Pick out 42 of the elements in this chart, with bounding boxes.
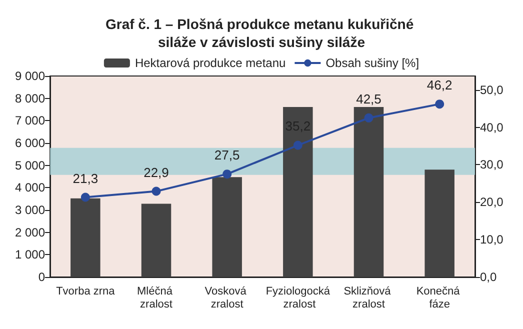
y2-tick-label: 10,0 bbox=[480, 232, 504, 247]
data-label: 21,3 bbox=[72, 170, 98, 186]
y-tick-label: 1 000 bbox=[14, 248, 46, 262]
point bbox=[152, 186, 161, 196]
data-label: 42,5 bbox=[356, 91, 382, 106]
y-tick-label: 5 000 bbox=[14, 158, 46, 172]
y-tick-label: 3 000 bbox=[14, 203, 46, 217]
bar bbox=[354, 107, 384, 277]
x-tick-label: Vosková zralost bbox=[204, 286, 250, 310]
x-tick-label: Fyziologocká zralost bbox=[266, 286, 331, 310]
y-tick-label: 2 000 bbox=[14, 225, 46, 240]
y2-tick-label: 50,0 bbox=[480, 82, 504, 97]
bar bbox=[141, 204, 172, 277]
bar bbox=[283, 107, 313, 277]
y-tick-label: 6 000 bbox=[14, 136, 46, 150]
y2-tick-label: 0,0 bbox=[480, 270, 498, 284]
point bbox=[435, 100, 444, 109]
y-tick-label: 9 000 bbox=[14, 69, 46, 83]
point bbox=[364, 113, 374, 122]
chart-title: Graf č. 1 – Plošná produkce metanu kukuřičné siláže v závislosti sušiny siláže bbox=[106, 16, 418, 50]
bar bbox=[212, 177, 242, 277]
y-tick-label: 8 000 bbox=[14, 91, 46, 106]
x-tick-label: Mléčná zralost bbox=[136, 286, 176, 310]
point bbox=[80, 192, 90, 202]
x-tick-label: Konečná fáze bbox=[416, 286, 463, 310]
legend-label: Hektarová produkce metanu bbox=[134, 56, 286, 70]
data-label: 22,9 bbox=[144, 164, 169, 180]
data-label: 27,5 bbox=[214, 148, 240, 163]
x-tick-label: Tvorba zrna bbox=[56, 286, 116, 298]
legend-label: Obsah sušiny [%] bbox=[326, 56, 420, 70]
y-tick-label: 4 000 bbox=[14, 180, 46, 195]
y2-tick-label: 30,0 bbox=[480, 158, 504, 172]
point bbox=[293, 140, 302, 150]
y2-tick-label: 20,0 bbox=[480, 195, 504, 210]
y-tick-label: 0 bbox=[38, 270, 46, 284]
point bbox=[222, 170, 232, 179]
bar bbox=[70, 198, 100, 277]
y2-tick-label: 40,0 bbox=[480, 120, 504, 134]
x-tick-label: Sklizňová zralost bbox=[344, 286, 394, 310]
y-tick-label: 7 000 bbox=[14, 114, 46, 128]
data-label: 46,2 bbox=[426, 78, 452, 93]
bar bbox=[424, 170, 454, 277]
